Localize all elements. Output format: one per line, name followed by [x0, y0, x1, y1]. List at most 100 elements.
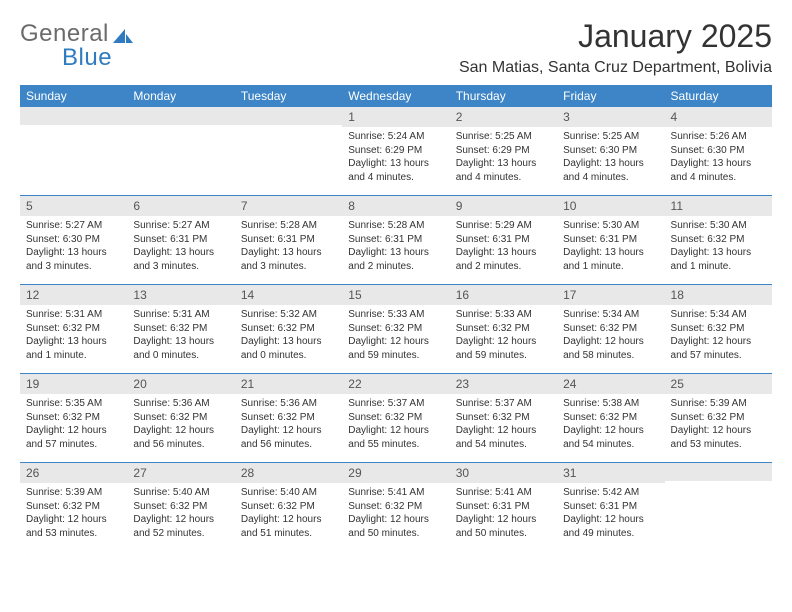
- day-number: 18: [665, 285, 772, 305]
- day-cell: 24Sunrise: 5:38 AMSunset: 6:32 PMDayligh…: [557, 374, 664, 462]
- sunrise-text: Sunrise: 5:30 AM: [671, 219, 766, 233]
- day-body: Sunrise: 5:40 AMSunset: 6:32 PMDaylight:…: [127, 483, 234, 546]
- month-title: January 2025: [459, 18, 772, 55]
- sunrise-text: Sunrise: 5:38 AM: [563, 397, 658, 411]
- daylight-text: Daylight: 13 hours and 4 minutes.: [348, 157, 443, 184]
- calendar-grid: Sunday Monday Tuesday Wednesday Thursday…: [20, 85, 772, 551]
- day-cell: 20Sunrise: 5:36 AMSunset: 6:32 PMDayligh…: [127, 374, 234, 462]
- day-number: 4: [665, 107, 772, 127]
- day-body: Sunrise: 5:32 AMSunset: 6:32 PMDaylight:…: [235, 305, 342, 368]
- daylight-text: Daylight: 12 hours and 56 minutes.: [241, 424, 336, 451]
- day-cell: 2Sunrise: 5:25 AMSunset: 6:29 PMDaylight…: [450, 107, 557, 195]
- week-row: 12Sunrise: 5:31 AMSunset: 6:32 PMDayligh…: [20, 285, 772, 374]
- day-cell: 18Sunrise: 5:34 AMSunset: 6:32 PMDayligh…: [665, 285, 772, 373]
- daylight-text: Daylight: 13 hours and 4 minutes.: [456, 157, 551, 184]
- day-cell: 3Sunrise: 5:25 AMSunset: 6:30 PMDaylight…: [557, 107, 664, 195]
- sunrise-text: Sunrise: 5:34 AM: [563, 308, 658, 322]
- day-body: Sunrise: 5:31 AMSunset: 6:32 PMDaylight:…: [127, 305, 234, 368]
- sunrise-text: Sunrise: 5:37 AM: [456, 397, 551, 411]
- sunrise-text: Sunrise: 5:41 AM: [456, 486, 551, 500]
- day-header-sat: Saturday: [665, 85, 772, 107]
- daylight-text: Daylight: 12 hours and 49 minutes.: [563, 513, 658, 540]
- day-cell: 31Sunrise: 5:42 AMSunset: 6:31 PMDayligh…: [557, 463, 664, 551]
- sunrise-text: Sunrise: 5:27 AM: [133, 219, 228, 233]
- daylight-text: Daylight: 12 hours and 59 minutes.: [348, 335, 443, 362]
- sunrise-text: Sunrise: 5:40 AM: [133, 486, 228, 500]
- day-number: 9: [450, 196, 557, 216]
- sunset-text: Sunset: 6:31 PM: [133, 233, 228, 247]
- day-header-mon: Monday: [127, 85, 234, 107]
- day-cell: 27Sunrise: 5:40 AMSunset: 6:32 PMDayligh…: [127, 463, 234, 551]
- sunset-text: Sunset: 6:32 PM: [671, 322, 766, 336]
- day-cell: 8Sunrise: 5:28 AMSunset: 6:31 PMDaylight…: [342, 196, 449, 284]
- day-number: 17: [557, 285, 664, 305]
- day-number: 27: [127, 463, 234, 483]
- daylight-text: Daylight: 13 hours and 1 minute.: [563, 246, 658, 273]
- daylight-text: Daylight: 12 hours and 50 minutes.: [348, 513, 443, 540]
- sunset-text: Sunset: 6:31 PM: [456, 500, 551, 514]
- day-cell: 16Sunrise: 5:33 AMSunset: 6:32 PMDayligh…: [450, 285, 557, 373]
- day-body: Sunrise: 5:36 AMSunset: 6:32 PMDaylight:…: [127, 394, 234, 457]
- day-body: Sunrise: 5:27 AMSunset: 6:31 PMDaylight:…: [127, 216, 234, 279]
- daylight-text: Daylight: 12 hours and 50 minutes.: [456, 513, 551, 540]
- day-number: 21: [235, 374, 342, 394]
- day-number: 10: [557, 196, 664, 216]
- sunset-text: Sunset: 6:32 PM: [456, 411, 551, 425]
- daylight-text: Daylight: 13 hours and 0 minutes.: [133, 335, 228, 362]
- sunset-text: Sunset: 6:30 PM: [26, 233, 121, 247]
- day-number-empty: [20, 107, 127, 125]
- sunrise-text: Sunrise: 5:33 AM: [456, 308, 551, 322]
- sunset-text: Sunset: 6:31 PM: [563, 233, 658, 247]
- sunrise-text: Sunrise: 5:34 AM: [671, 308, 766, 322]
- daylight-text: Daylight: 12 hours and 54 minutes.: [456, 424, 551, 451]
- daylight-text: Daylight: 13 hours and 4 minutes.: [671, 157, 766, 184]
- sunset-text: Sunset: 6:32 PM: [133, 411, 228, 425]
- day-number: 15: [342, 285, 449, 305]
- daylight-text: Daylight: 12 hours and 58 minutes.: [563, 335, 658, 362]
- sunrise-text: Sunrise: 5:29 AM: [456, 219, 551, 233]
- day-cell: 7Sunrise: 5:28 AMSunset: 6:31 PMDaylight…: [235, 196, 342, 284]
- sunrise-text: Sunrise: 5:28 AM: [241, 219, 336, 233]
- sunrise-text: Sunrise: 5:42 AM: [563, 486, 658, 500]
- sunrise-text: Sunrise: 5:37 AM: [348, 397, 443, 411]
- day-header-tue: Tuesday: [235, 85, 342, 107]
- daylight-text: Daylight: 13 hours and 1 minute.: [26, 335, 121, 362]
- daylight-text: Daylight: 13 hours and 3 minutes.: [133, 246, 228, 273]
- day-body: Sunrise: 5:28 AMSunset: 6:31 PMDaylight:…: [235, 216, 342, 279]
- logo: GeneralBlue: [20, 18, 131, 70]
- day-body: Sunrise: 5:34 AMSunset: 6:32 PMDaylight:…: [557, 305, 664, 368]
- daylight-text: Daylight: 13 hours and 2 minutes.: [456, 246, 551, 273]
- day-number: 22: [342, 374, 449, 394]
- day-cell: 23Sunrise: 5:37 AMSunset: 6:32 PMDayligh…: [450, 374, 557, 462]
- title-block: January 2025 San Matias, Santa Cruz Depa…: [459, 18, 772, 77]
- day-number: 30: [450, 463, 557, 483]
- day-number: 6: [127, 196, 234, 216]
- daylight-text: Daylight: 13 hours and 0 minutes.: [241, 335, 336, 362]
- day-cell: 4Sunrise: 5:26 AMSunset: 6:30 PMDaylight…: [665, 107, 772, 195]
- day-body: Sunrise: 5:41 AMSunset: 6:31 PMDaylight:…: [450, 483, 557, 546]
- day-number: 19: [20, 374, 127, 394]
- day-cell: 29Sunrise: 5:41 AMSunset: 6:32 PMDayligh…: [342, 463, 449, 551]
- daylight-text: Daylight: 12 hours and 53 minutes.: [671, 424, 766, 451]
- day-cell: 28Sunrise: 5:40 AMSunset: 6:32 PMDayligh…: [235, 463, 342, 551]
- day-cell: 11Sunrise: 5:30 AMSunset: 6:32 PMDayligh…: [665, 196, 772, 284]
- day-number: 20: [127, 374, 234, 394]
- sunset-text: Sunset: 6:32 PM: [563, 322, 658, 336]
- sunset-text: Sunset: 6:30 PM: [671, 144, 766, 158]
- week-row: 1Sunrise: 5:24 AMSunset: 6:29 PMDaylight…: [20, 107, 772, 196]
- day-number: 7: [235, 196, 342, 216]
- sunrise-text: Sunrise: 5:27 AM: [26, 219, 121, 233]
- sunset-text: Sunset: 6:32 PM: [26, 411, 121, 425]
- day-number: 12: [20, 285, 127, 305]
- day-cell: [127, 107, 234, 195]
- sunset-text: Sunset: 6:32 PM: [241, 322, 336, 336]
- day-cell: 22Sunrise: 5:37 AMSunset: 6:32 PMDayligh…: [342, 374, 449, 462]
- logo-text-gray: General: [20, 20, 109, 47]
- day-body: Sunrise: 5:24 AMSunset: 6:29 PMDaylight:…: [342, 127, 449, 190]
- day-body: Sunrise: 5:36 AMSunset: 6:32 PMDaylight:…: [235, 394, 342, 457]
- day-cell: 14Sunrise: 5:32 AMSunset: 6:32 PMDayligh…: [235, 285, 342, 373]
- day-body: Sunrise: 5:33 AMSunset: 6:32 PMDaylight:…: [450, 305, 557, 368]
- day-number-empty: [665, 463, 772, 481]
- day-number: 14: [235, 285, 342, 305]
- day-number: 25: [665, 374, 772, 394]
